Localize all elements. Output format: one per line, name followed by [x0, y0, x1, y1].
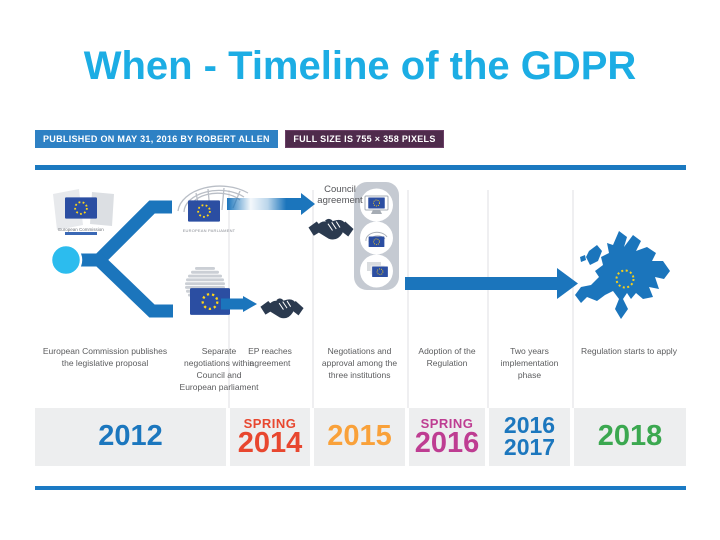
column-divider [312, 190, 314, 408]
ep-caption: EUROPEAN PARLIAMENT [182, 228, 236, 233]
eu-commission-icon [53, 189, 114, 235]
published-badge: PUBLISHED ON MAY 31, 2016 BY ROBERT ALLE… [35, 130, 278, 148]
year-value: 2014 [237, 426, 303, 459]
parliament-mini-icon [365, 231, 388, 247]
step-labels-row: European Commission publishes the legisl… [35, 346, 686, 406]
council-icon [185, 267, 230, 315]
year-prefix: SPRING [243, 415, 297, 431]
step-label: EP reaches agreement [248, 346, 292, 368]
timeline-graphics [49, 182, 670, 319]
year-segment: 2012 [35, 408, 226, 466]
year-value: 2015 [327, 420, 392, 453]
step-label: Separate negotiations within Council and… [179, 346, 259, 392]
handshake-icon [259, 297, 305, 319]
step-label: Adoption of the Regulation [418, 346, 476, 368]
year-segment: SPRING 2014 [230, 408, 310, 466]
commission-screen-icon [364, 195, 389, 214]
european-parliament-icon [177, 185, 249, 222]
gdpr-timeline-figure: European Commission EUROPEAN PARLIAMENT … [35, 165, 686, 467]
three-institutions-panel [354, 182, 399, 290]
full-size-badge: FULL SIZE IS 755 × 358 PIXELS [285, 130, 444, 148]
year-segment: 2018 [574, 408, 686, 466]
year-band: 2012 SPRING 2014 2015 SPRING 2016 2016 2… [35, 408, 686, 466]
step-label: European Commission publishes the legisl… [42, 346, 168, 368]
column-divider [572, 190, 574, 408]
ec-caption: European Commission [58, 227, 104, 232]
column-divider [487, 190, 489, 408]
year-value: 2018 [597, 420, 663, 453]
arrow-to-application [405, 268, 578, 299]
branch-arrows [66, 200, 173, 318]
year-segment: 2015 [314, 408, 405, 466]
column-divider [407, 190, 409, 408]
year-value: 2016 2017 [503, 412, 556, 460]
europe-map-icon [575, 231, 670, 319]
year-value: 2012 [98, 420, 163, 453]
figure-top-rule [35, 165, 686, 170]
step-label: Negotiations and approval among the thre… [321, 346, 398, 380]
council-agreement-label: Council agreement [317, 184, 363, 206]
year-segment: 2016 2017 [489, 408, 570, 466]
step-label: Two years implementation phase [500, 346, 559, 380]
year-prefix: SPRING [420, 415, 474, 431]
page-title: When - Timeline of the GDPR [83, 44, 637, 88]
arrow-to-ep-agreement [221, 296, 257, 312]
handshake-icon [307, 218, 355, 241]
arrow-to-council-agreement [227, 193, 315, 215]
meta-badges: PUBLISHED ON MAY 31, 2016 BY ROBERT ALLE… [35, 130, 444, 148]
step-label: Regulation starts to apply [581, 346, 677, 356]
timeline-node [49, 243, 83, 277]
year-value: 2016 [414, 426, 480, 459]
council-docs-icon [367, 262, 388, 277]
slide-bottom-rule [35, 486, 686, 490]
year-segment: SPRING 2016 [409, 408, 485, 466]
